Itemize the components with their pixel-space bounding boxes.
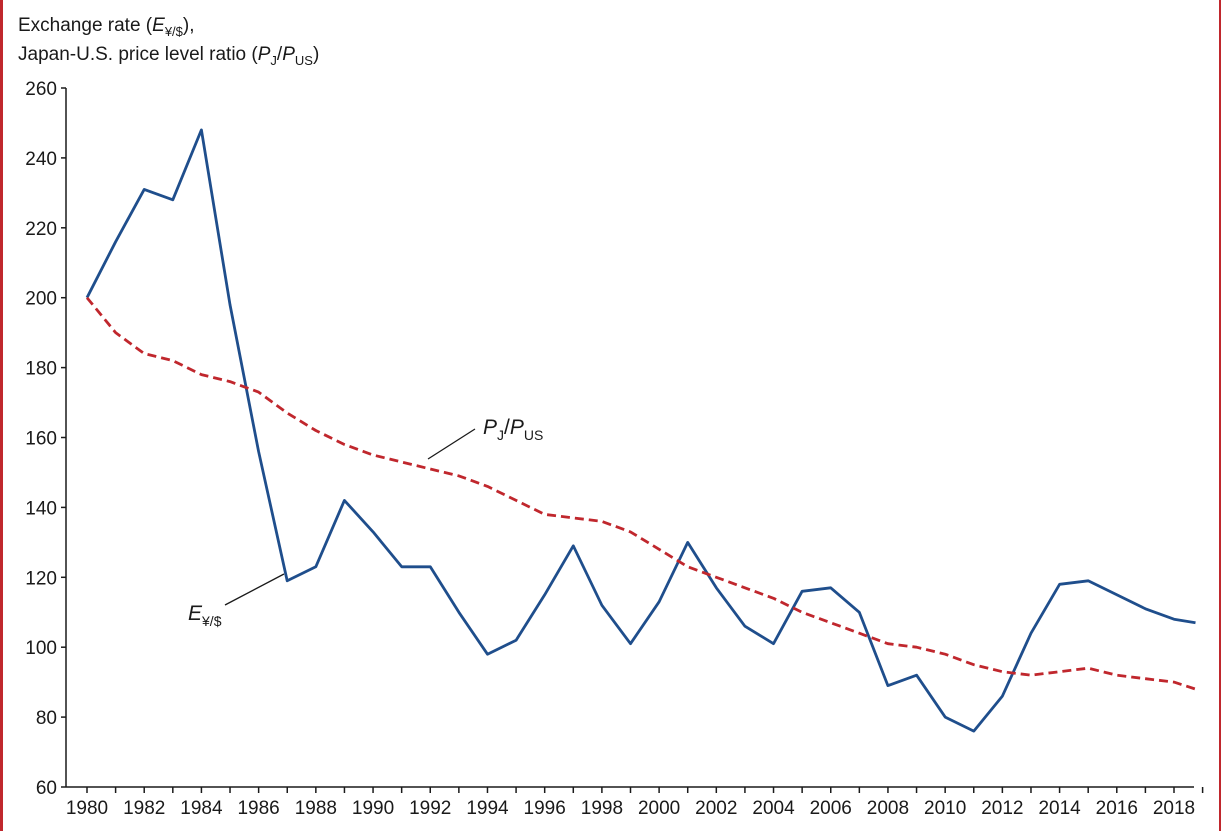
y-tick-label: 180 bbox=[25, 359, 57, 380]
y-axis-label-line-1: Exchange rate (E¥/$), bbox=[18, 15, 195, 39]
x-tick-label: 2004 bbox=[752, 798, 795, 819]
x-tick-label: 2014 bbox=[1038, 798, 1081, 819]
x-tick-label: 1998 bbox=[581, 798, 623, 819]
y-tick-label: 120 bbox=[25, 568, 57, 589]
y-tick-label: 80 bbox=[36, 708, 57, 729]
price-ratio-leader-line bbox=[427, 428, 476, 460]
series-layer bbox=[85, 128, 1196, 733]
x-tick-label: 2000 bbox=[638, 798, 680, 819]
x-tick-label: 2018 bbox=[1153, 798, 1195, 819]
x-tick-label: 2016 bbox=[1096, 798, 1138, 819]
x-tick-label: 1990 bbox=[352, 798, 394, 819]
annotation-layer: PJ/PUS E¥/$ bbox=[188, 416, 543, 629]
price-ratio-series-line bbox=[85, 296, 1196, 691]
y-tick-label: 140 bbox=[25, 498, 57, 519]
y-tick-label: 200 bbox=[25, 289, 57, 310]
y-tick-label: 100 bbox=[25, 638, 57, 659]
y-tick-label: 260 bbox=[25, 79, 57, 100]
x-tick-label: 1982 bbox=[123, 798, 165, 819]
x-tick-label: 2008 bbox=[867, 798, 909, 819]
x-tick-label: 2006 bbox=[810, 798, 852, 819]
axes: 60 80 100 120 140 160 180 200 220 240 260 1980 1982 1… bbox=[25, 79, 1204, 819]
x-tick-label: 1984 bbox=[180, 798, 223, 819]
exchange-rate-series-line bbox=[85, 128, 1196, 733]
y-tick-label: 220 bbox=[25, 219, 57, 240]
y-tick-label: 160 bbox=[25, 429, 57, 450]
x-tick-label: 1986 bbox=[237, 798, 279, 819]
x-tick-label: 2012 bbox=[981, 798, 1023, 819]
x-tick-label: 1980 bbox=[66, 798, 108, 819]
x-tick-label: 1988 bbox=[295, 798, 337, 819]
y-axis-label-line-2: Japan-U.S. price level ratio (PJ/PUS) bbox=[18, 43, 320, 68]
exchange-rate-annotation: E¥/$ bbox=[188, 602, 222, 629]
price-ratio-annotation: PJ/PUS bbox=[483, 416, 543, 443]
y-tick-label: 60 bbox=[36, 778, 57, 799]
y-axis-label: Exchange rate (E¥/$), Japan-U.S. price l… bbox=[18, 14, 319, 72]
x-tick-label: 1992 bbox=[409, 798, 451, 819]
x-tick-label: 1996 bbox=[524, 798, 566, 819]
x-tick-label: 2002 bbox=[695, 798, 737, 819]
y-tick-label: 240 bbox=[25, 149, 57, 170]
x-tick-label: 2010 bbox=[924, 798, 966, 819]
x-tick-label: 1994 bbox=[466, 798, 509, 819]
exchange-rate-leader-line bbox=[224, 573, 285, 606]
